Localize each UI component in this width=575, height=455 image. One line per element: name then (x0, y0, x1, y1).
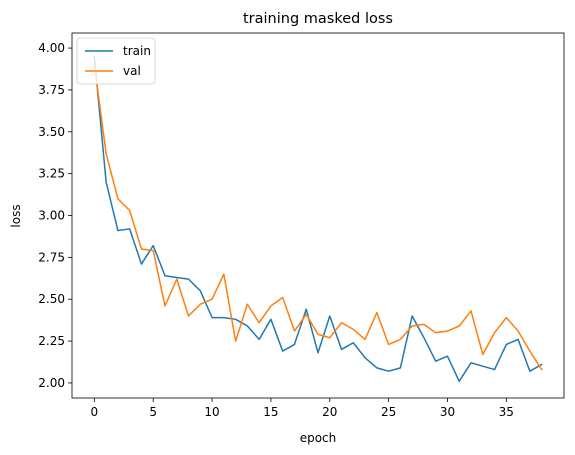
legend-box (76, 37, 156, 85)
y-tick-label: 2.25 (38, 334, 65, 348)
series-line-train (93, 55, 543, 383)
x-tick-label: 20 (322, 405, 337, 419)
x-tick-label: 15 (263, 405, 278, 419)
x-tick-label: 0 (91, 405, 99, 419)
x-tick-label: 30 (440, 405, 455, 419)
x-axis-title: epoch (300, 431, 337, 445)
chart-title: training masked loss (243, 11, 393, 27)
series-line-val (93, 63, 543, 371)
x-tick-label: 5 (149, 405, 157, 419)
y-axis-title: loss (9, 204, 23, 227)
y-tick-label: 2.75 (38, 250, 65, 264)
y-tick-label: 4.00 (38, 41, 65, 55)
x-tick-label: 10 (204, 405, 219, 419)
y-axis: 2.00 2.25 2.50 2.75 3.00 3.25 3.50 3.75 4.00 (38, 41, 72, 390)
legend-label-train: train (123, 44, 151, 58)
x-tick-label: 25 (381, 405, 396, 419)
x-axis: 0 5 10 15 20 25 30 35 (91, 398, 514, 419)
y-tick-label: 3.50 (38, 125, 65, 139)
y-tick-label: 3.00 (38, 209, 65, 223)
y-tick-label: 3.25 (38, 167, 65, 181)
y-tick-label: 3.75 (38, 83, 65, 97)
legend-label-val: val (123, 64, 141, 78)
y-tick-label: 2.50 (38, 292, 65, 306)
y-tick-label: 2.00 (38, 376, 65, 390)
x-tick-label: 35 (499, 405, 514, 419)
legend: train val (76, 37, 156, 85)
